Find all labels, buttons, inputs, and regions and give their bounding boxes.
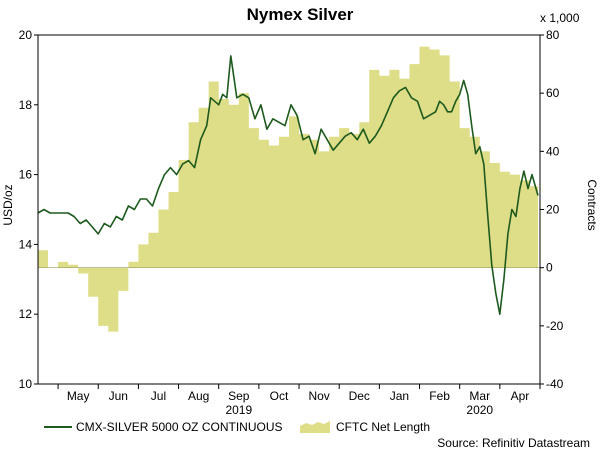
silver-price-line bbox=[37, 55, 539, 316]
right-axis: -40 -20 0 20 40 60 80 bbox=[540, 28, 564, 391]
x-year-label: 2020 bbox=[466, 403, 493, 417]
left-axis-label: USD/oz bbox=[1, 184, 15, 225]
left-tick-label: 12 bbox=[19, 307, 33, 321]
x-month-label: Jul bbox=[151, 389, 166, 403]
left-tick-label: 20 bbox=[19, 28, 33, 42]
legend-area-swatch bbox=[300, 421, 330, 433]
chart-title: Nymex Silver bbox=[247, 5, 354, 24]
x-month-label: Feb bbox=[429, 389, 450, 403]
x-month-label: Apr bbox=[511, 389, 530, 403]
right-tick-label: 60 bbox=[546, 86, 560, 100]
silver-price-series bbox=[37, 55, 539, 316]
right-tick-label: -20 bbox=[546, 319, 564, 333]
left-tick-label: 18 bbox=[19, 98, 33, 112]
x-year-label: 2019 bbox=[225, 403, 252, 417]
right-axis-label: Contracts bbox=[585, 179, 599, 230]
left-tick-label: 14 bbox=[19, 237, 33, 251]
left-tick-label: 10 bbox=[19, 377, 33, 391]
right-tick-label: -40 bbox=[546, 377, 564, 391]
x-month-label: Nov bbox=[308, 389, 329, 403]
x-month-label: Sep bbox=[228, 389, 250, 403]
right-axis-multiplier: x 1,000 bbox=[540, 11, 580, 25]
right-tick-label: 40 bbox=[546, 144, 560, 158]
left-axis: 10 12 14 16 18 20 bbox=[19, 28, 38, 391]
cftc-area bbox=[38, 46, 538, 332]
right-tick-label: 0 bbox=[546, 261, 553, 275]
legend-label-cftc: CFTC Net Length bbox=[336, 420, 430, 434]
source-note: Source: Refinitiv Datastream bbox=[437, 436, 590, 450]
right-tick-label: 80 bbox=[546, 28, 560, 42]
x-month-label: Jan bbox=[390, 389, 409, 403]
legend-label-silver: CMX-SILVER 5000 OZ CONTINUOUS bbox=[76, 420, 282, 434]
cftc-area-series bbox=[38, 46, 540, 332]
x-month-label: May bbox=[67, 389, 90, 403]
x-month-label: Oct bbox=[270, 389, 289, 403]
x-axis: May Jun Jul Aug Sep Oct Nov Dec Jan Feb Mar Apr 2019… bbox=[57, 384, 541, 417]
legend: CMX-SILVER 5000 OZ CONTINUOUS CFTC Net L… bbox=[44, 420, 430, 434]
left-tick-label: 16 bbox=[19, 168, 33, 182]
x-month-label: Mar bbox=[469, 389, 490, 403]
x-month-label: Jun bbox=[109, 389, 128, 403]
right-tick-label: 20 bbox=[546, 203, 560, 217]
x-month-label: Dec bbox=[349, 389, 370, 403]
x-month-label: Aug bbox=[188, 389, 209, 403]
